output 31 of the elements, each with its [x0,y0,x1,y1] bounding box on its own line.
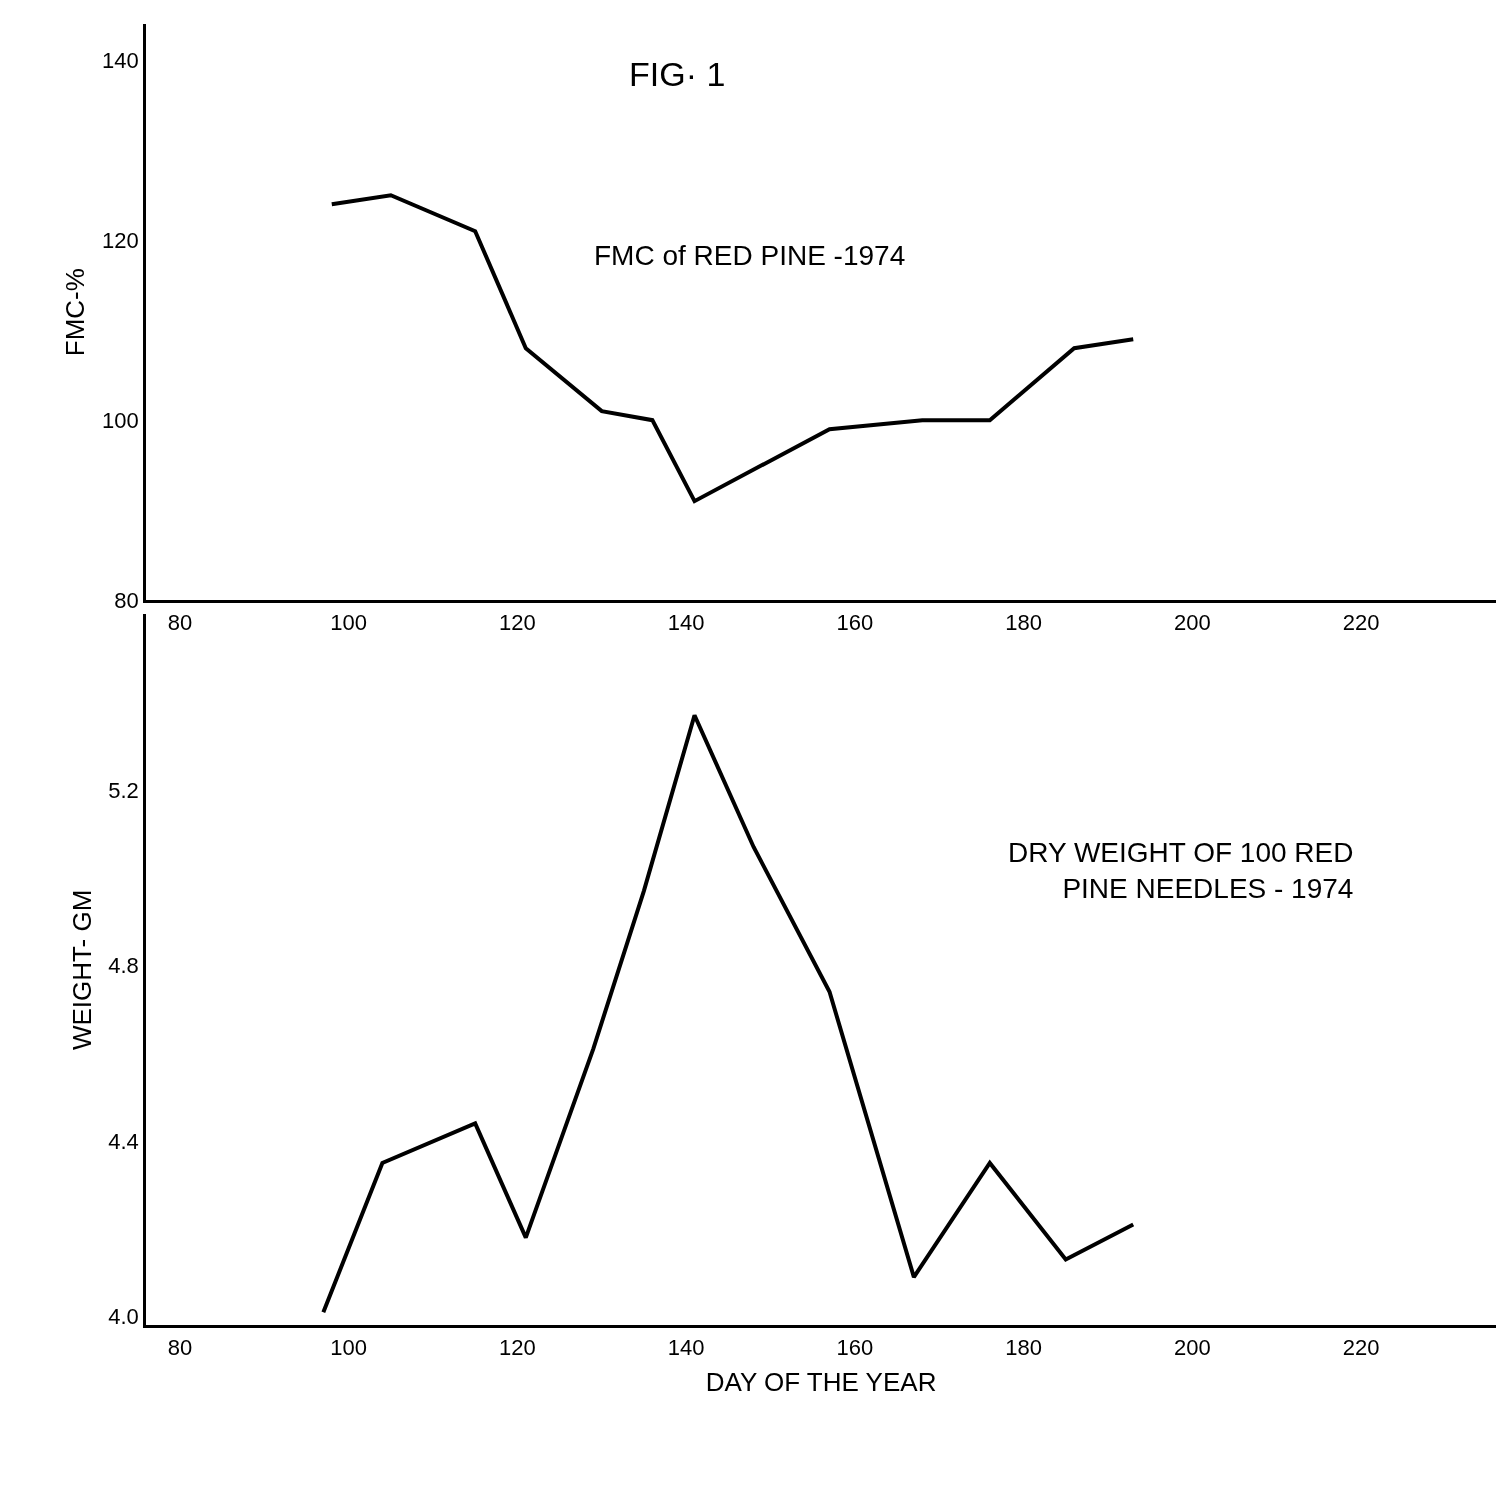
line-series [329,193,1136,504]
y-tick-label: 5.2 [108,777,139,803]
x-tick-label: 140 [667,1334,705,1360]
text: FIG· 1 [629,55,726,93]
x-tick-label: 200 [1173,609,1211,635]
x-axis-title: DAY OF THE YEAR [705,1367,937,1398]
x-tick-label: 200 [1173,1334,1211,1360]
annotation: DRY WEIGHT OF 100 RED PINE NEEDLES - 1974 [1008,837,1354,905]
x-tick-label: 180 [1005,609,1042,635]
x-tick-label: 120 [499,1334,536,1360]
y-tick-label: 120 [102,227,139,253]
x-tick-label: 80 [167,1334,193,1360]
y-tick-label: 4.4 [108,1128,139,1154]
x-tick-label: 100 [330,1334,367,1360]
x-tick-label: 220 [1342,1334,1380,1360]
y-tick-label: 140 [102,47,139,73]
x-tick-label: 220 [1342,609,1380,635]
x-tick-label: 160 [836,1334,874,1360]
y-axis-title: WEIGHT- GM [66,889,97,1051]
annotation: FMC of RED PINE -1974 [594,240,906,271]
x-tick-label: 120 [499,609,536,635]
x-tick-label: 80 [167,609,193,635]
y-tick-label: 4.8 [108,953,139,979]
y-tick-label: 80 [114,587,139,613]
y-tick-label: 4.0 [108,1304,139,1330]
y-tick-label: 100 [102,407,139,433]
x-tick-label: 140 [667,609,705,635]
x-tick-label: 100 [330,609,367,635]
y-axis-title: FMC-% [60,268,91,357]
x-tick-label: 180 [1005,1334,1042,1360]
x-tick-label: 160 [836,609,874,635]
